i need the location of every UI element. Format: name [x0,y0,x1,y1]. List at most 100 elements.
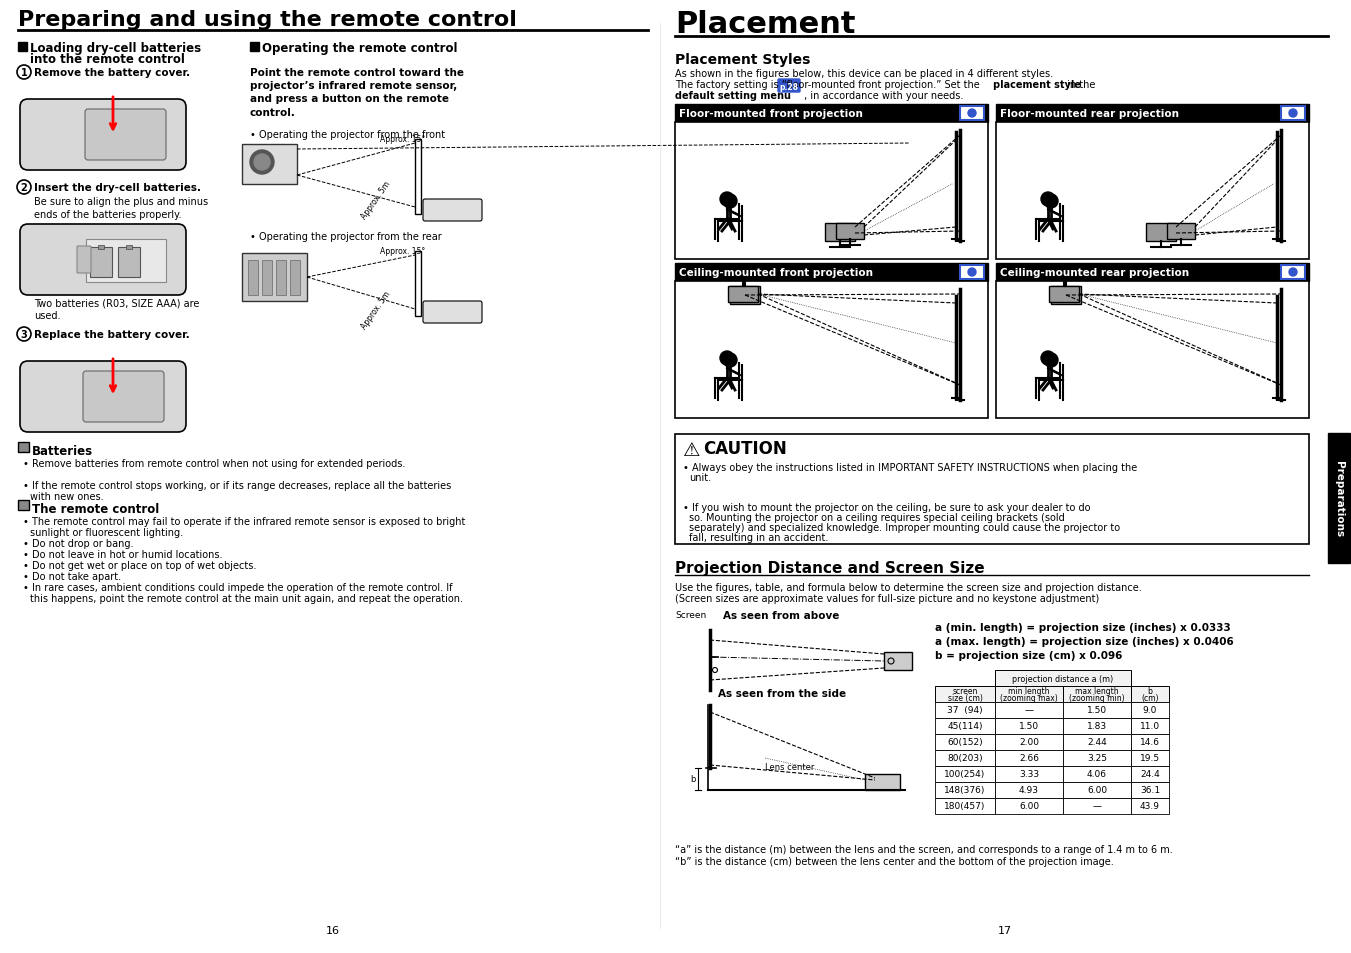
Bar [1063,734,1131,750]
Text: 45(114): 45(114) [947,721,982,731]
Circle shape [1289,269,1297,276]
Text: Replace the battery cover.: Replace the battery cover. [34,330,189,339]
Text: • Do not take apart.: • Do not take apart. [23,572,122,581]
Text: with new ones.: with new ones. [30,492,104,501]
FancyBboxPatch shape [423,200,482,222]
Text: 80(203): 80(203) [947,754,982,762]
Bar [1146,224,1175,242]
Circle shape [720,193,734,207]
Bar [935,702,994,719]
Text: 60(152): 60(152) [947,738,982,747]
Text: —: — [1024,706,1034,715]
Bar [935,799,994,814]
Text: Use the figures, table, and formula below to determine the screen size and proje: Use the figures, table, and formula belo… [676,582,1142,593]
Bar [126,246,132,250]
Text: • Do not get wet or place on top of wet objects.: • Do not get wet or place on top of wet … [23,560,257,571]
Text: (Screen sizes are approximate values for full-size picture and no keystone adjus: (Screen sizes are approximate values for… [676,594,1100,603]
Text: 6.00: 6.00 [1088,785,1106,795]
Text: Floor-mounted front projection: Floor-mounted front projection [680,109,863,119]
Text: Batteries: Batteries [32,444,93,457]
Bar [728,287,758,303]
Bar [996,264,1309,282]
Bar [1281,266,1305,280]
Text: default setting menu: default setting menu [676,91,794,101]
Text: Point the remote control toward the
projector’s infrared remote sensor,
and pres: Point the remote control toward the proj… [250,68,463,117]
Text: 1.50: 1.50 [1019,721,1039,731]
Bar [884,652,912,670]
Bar [676,282,988,418]
Bar [262,261,272,295]
Text: 3.33: 3.33 [1019,770,1039,779]
Bar [865,774,900,790]
Bar [99,246,104,250]
Bar [1131,750,1169,766]
Text: separately) and specialized knowledge. Improper mounting could cause the project: separately) and specialized knowledge. I… [689,522,1120,533]
Text: Remove the battery cover.: Remove the battery cover. [34,68,190,78]
Text: in the: in the [1065,80,1096,90]
Text: Approx. 15°: Approx. 15° [380,247,426,255]
Text: 17: 17 [998,925,1012,935]
Bar [676,105,988,123]
Text: 37  (94): 37 (94) [947,706,982,715]
Circle shape [1042,193,1055,207]
Text: screen: screen [952,686,978,696]
Bar [996,123,1309,260]
Text: Preparations: Preparations [1333,460,1344,537]
Text: 3.25: 3.25 [1088,754,1106,762]
Text: “a” is the distance (m) between the lens and the screen, and corresponds to a ra: “a” is the distance (m) between the lens… [676,844,1173,854]
Text: projection distance a (m): projection distance a (m) [1012,674,1113,682]
FancyBboxPatch shape [20,361,186,433]
Text: 4.93: 4.93 [1019,785,1039,795]
Text: into the remote control: into the remote control [30,53,185,66]
Bar [1063,686,1131,702]
Bar [1281,107,1305,121]
Bar [935,719,994,734]
Text: Preparing and using the remote control: Preparing and using the remote control [18,10,517,30]
Text: • If the remote control stops working, or if its range decreases, replace all th: • If the remote control stops working, o… [23,480,451,491]
Text: —: — [1093,801,1101,811]
Text: The remote control: The remote control [32,502,159,516]
Bar [994,750,1063,766]
Text: 100(254): 100(254) [944,770,986,779]
Text: Insert the dry-cell batteries.: Insert the dry-cell batteries. [34,183,201,193]
Text: 1.83: 1.83 [1088,721,1106,731]
Bar [825,224,855,242]
Bar [1051,287,1081,305]
Text: a (max. length) = projection size (inches) x 0.0406: a (max. length) = projection size (inche… [935,637,1233,646]
Text: 14.6: 14.6 [1140,738,1161,747]
Bar [935,734,994,750]
Bar [1048,287,1079,303]
Bar [730,287,761,305]
Text: As shown in the figures below, this device can be placed in 4 different styles.: As shown in the figures below, this devi… [676,69,1054,79]
Bar [676,123,988,260]
Text: 11.0: 11.0 [1140,721,1161,731]
Circle shape [723,354,738,368]
Text: • In rare cases, ambient conditions could impede the operation of the remote con: • In rare cases, ambient conditions coul… [23,582,453,593]
Bar [249,261,258,295]
Bar [836,224,865,240]
Bar [1131,799,1169,814]
FancyBboxPatch shape [20,100,186,171]
Bar [994,702,1063,719]
Bar [1131,734,1169,750]
Bar [996,105,1309,123]
Text: b: b [690,775,696,783]
Bar [86,240,166,283]
Text: As seen from the side: As seen from the side [717,688,846,699]
Text: • Always obey the instructions listed in IMPORTANT SAFETY INSTRUCTIONS when plac: • Always obey the instructions listed in… [684,462,1138,473]
Text: “b” is the distance (cm) between the lens center and the bottom of the projectio: “b” is the distance (cm) between the len… [676,856,1113,866]
Circle shape [254,154,270,171]
Text: b: b [1147,686,1152,696]
Bar [935,766,994,782]
Text: As seen from above: As seen from above [723,610,839,620]
Bar [994,766,1063,782]
Circle shape [969,269,975,276]
Text: a (min. length) = projection size (inches) x 0.0333: a (min. length) = projection size (inche… [935,622,1231,633]
Text: • The remote control may fail to operate if the infrared remote sensor is expose: • The remote control may fail to operate… [23,517,465,526]
Circle shape [250,151,274,174]
Text: sunlight or fluorescent lighting.: sunlight or fluorescent lighting. [30,527,184,537]
Text: 1.50: 1.50 [1088,706,1106,715]
Bar [994,719,1063,734]
Text: placement style: placement style [993,80,1081,90]
Text: Screen: Screen [676,610,707,619]
